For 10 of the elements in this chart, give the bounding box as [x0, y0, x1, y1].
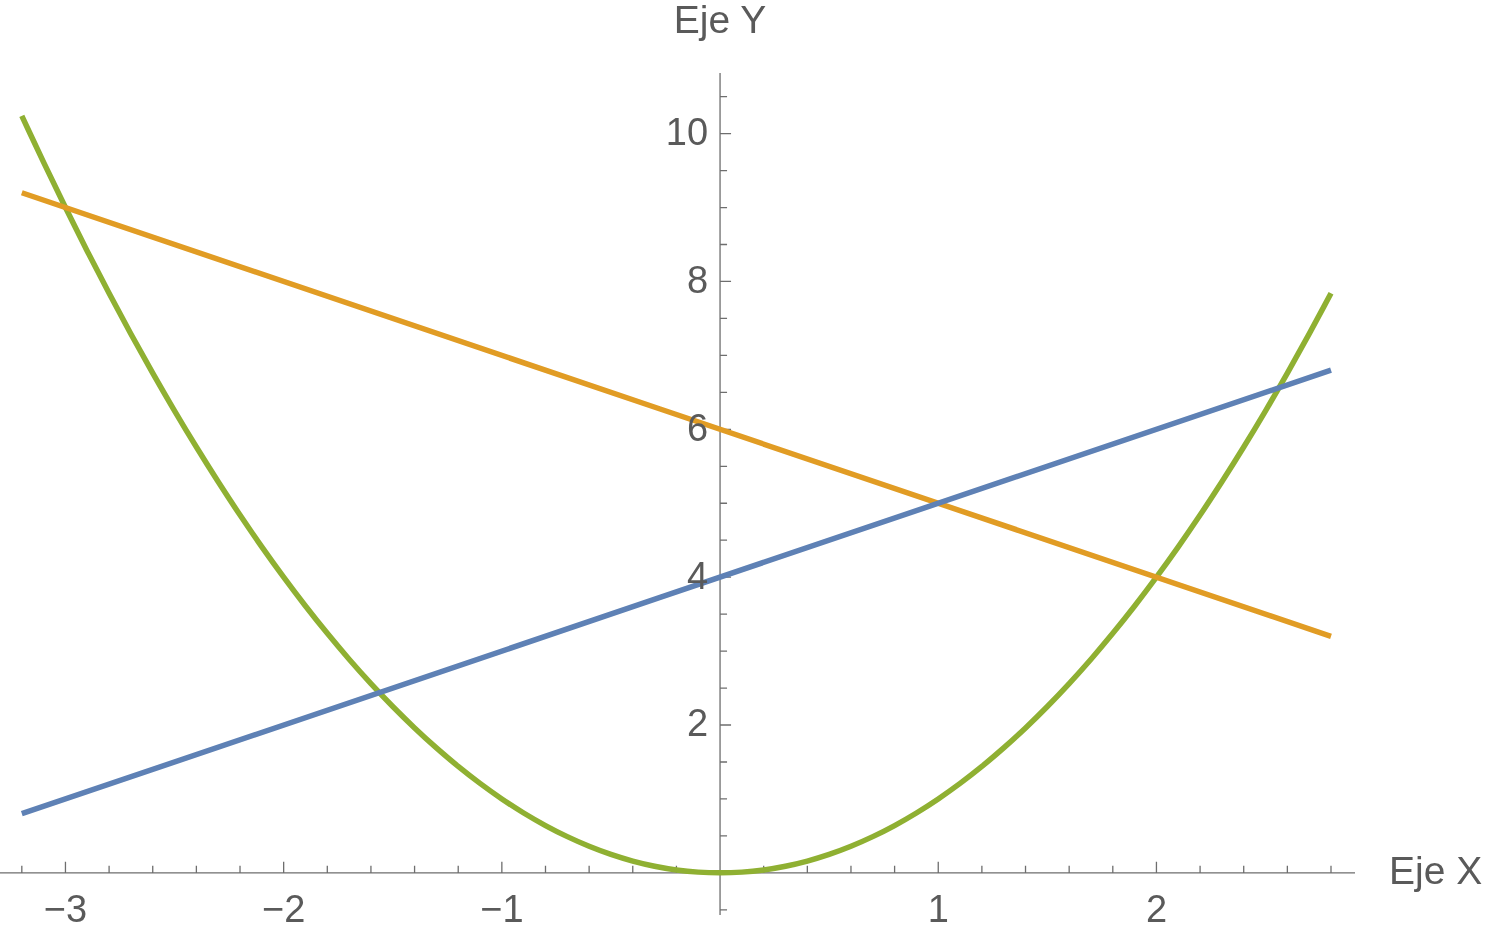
y-tick-label: 8	[686, 258, 709, 301]
x-tick-label: −2	[261, 888, 306, 931]
x-axis-title: Eje X	[1389, 848, 1483, 892]
x-tick-label: −3	[43, 888, 88, 931]
y-tick-label: 10	[665, 111, 709, 154]
y-tick-label: 2	[686, 702, 709, 745]
y-axis-title: Eje Y	[673, 0, 767, 41]
x-tick-label: 2	[1145, 888, 1168, 931]
x-tick-label: 1	[927, 888, 949, 931]
x-tick-label: −1	[480, 888, 524, 931]
